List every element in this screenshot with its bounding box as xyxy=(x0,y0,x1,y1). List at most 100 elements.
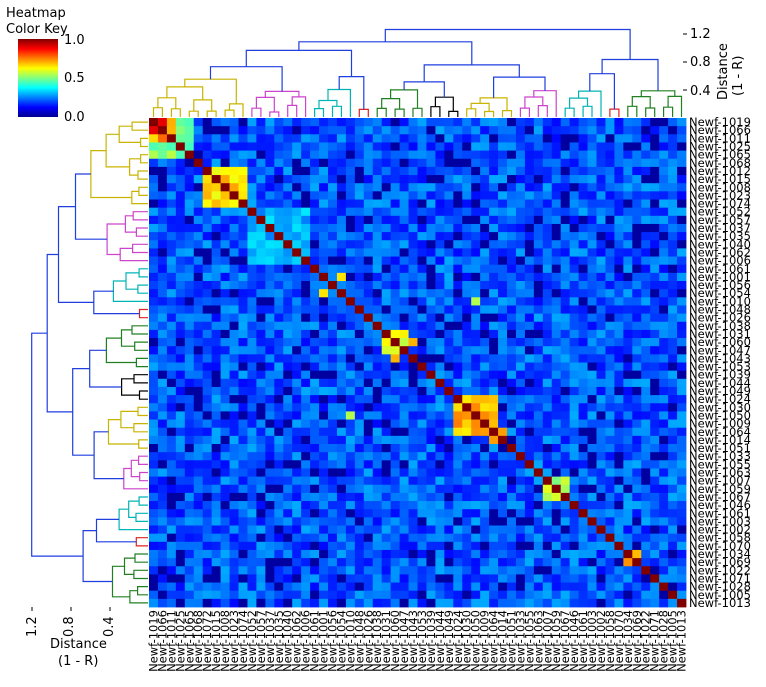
heatmap-cell xyxy=(256,468,266,477)
heatmap-cell xyxy=(202,305,213,314)
heatmap-cell xyxy=(354,549,365,559)
heatmap-cell xyxy=(480,452,490,461)
heatmap-cell xyxy=(301,370,311,380)
heatmap-cell xyxy=(542,549,553,559)
heatmap-cell xyxy=(175,468,186,477)
heatmap-cell xyxy=(462,362,472,372)
heatmap-cell xyxy=(211,525,221,535)
heatmap-cell xyxy=(453,166,463,176)
heatmap-cell xyxy=(328,444,338,453)
heatmap-cell xyxy=(614,232,624,241)
heatmap-cell xyxy=(623,370,633,380)
heatmap-cell xyxy=(560,370,571,380)
heatmap-cell xyxy=(319,378,329,388)
heatmap-cell xyxy=(435,395,445,404)
heatmap-cell xyxy=(515,452,526,461)
heatmap-cell xyxy=(229,248,239,257)
heatmap-cell xyxy=(211,549,221,559)
heatmap-cell xyxy=(650,329,660,339)
heatmap-cell xyxy=(408,460,418,469)
column-label: Newf-1072 xyxy=(200,610,214,672)
top-dendrogram-axis: 1.2 0.8 0.4 Distance (1 - R) xyxy=(690,27,746,100)
heatmap-cell xyxy=(193,126,204,135)
heatmap-cell xyxy=(220,305,230,314)
heatmap-cell xyxy=(292,289,302,298)
heatmap-cell xyxy=(363,321,374,331)
heatmap-cell xyxy=(157,427,168,437)
heatmap-cell xyxy=(184,346,195,355)
heatmap-cell xyxy=(211,150,221,160)
heatmap-cell xyxy=(292,313,302,323)
heatmap-cell xyxy=(632,338,642,347)
heatmap-cell xyxy=(166,501,177,510)
heatmap-cell xyxy=(193,338,204,347)
heatmap-cell xyxy=(489,329,499,339)
heatmap-cell xyxy=(426,403,436,412)
heatmap-cell xyxy=(551,533,562,543)
heatmap-cell xyxy=(202,281,213,290)
heatmap-cell xyxy=(668,313,678,323)
heatmap-cell xyxy=(578,484,588,494)
dendrogram-branch xyxy=(138,455,148,465)
heatmap-cell xyxy=(301,338,311,347)
heatmap-cell xyxy=(149,468,159,477)
dendrogram-branch xyxy=(206,110,217,117)
column-label: Newf-1034 xyxy=(621,610,635,672)
heatmap-cell xyxy=(193,354,204,363)
heatmap-cell xyxy=(471,354,481,363)
heatmap-cell xyxy=(498,183,508,192)
heatmap-cell xyxy=(292,452,302,461)
heatmap-cell xyxy=(578,444,588,453)
heatmap-cell xyxy=(247,395,257,404)
heatmap-cell xyxy=(283,468,293,477)
heatmap-cell xyxy=(596,558,606,567)
heatmap-cell xyxy=(292,370,302,380)
heatmap-cell xyxy=(578,452,588,461)
heatmap-cell xyxy=(524,175,535,184)
heatmap-cell xyxy=(587,566,597,575)
heatmap-cell xyxy=(569,289,579,298)
heatmap-cell xyxy=(632,346,642,355)
heatmap-cell xyxy=(426,150,436,160)
heatmap-cell xyxy=(319,533,329,543)
heatmap-cell xyxy=(677,468,687,477)
heatmap-cell xyxy=(184,598,195,608)
heatmap-cell xyxy=(256,598,266,608)
heatmap-cell xyxy=(319,354,329,363)
heatmap-cell xyxy=(480,199,490,209)
heatmap-cell xyxy=(336,574,347,583)
dendrogram-branch xyxy=(137,170,148,180)
heatmap-cell xyxy=(453,150,463,160)
heatmap-cell xyxy=(310,525,320,535)
heatmap-cell xyxy=(157,566,168,575)
heatmap-cell xyxy=(211,484,221,494)
heatmap-cell xyxy=(569,354,579,363)
row-label: Newf-1065 xyxy=(689,148,751,162)
heatmap-cell xyxy=(247,484,257,494)
heatmap-cell xyxy=(354,338,365,347)
heatmap-cell xyxy=(524,419,535,429)
heatmap-cell xyxy=(381,346,392,355)
heatmap-cell xyxy=(632,427,642,437)
heatmap-cell xyxy=(462,313,472,323)
heatmap-cell xyxy=(193,370,204,380)
heatmap-cell xyxy=(283,549,293,559)
heatmap-cell xyxy=(149,346,159,355)
heatmap-cell xyxy=(569,223,579,233)
heatmap-cell xyxy=(489,248,499,257)
heatmap-cell xyxy=(336,321,347,331)
heatmap-cell xyxy=(211,256,221,266)
heatmap-cell xyxy=(453,549,463,559)
heatmap-cell xyxy=(444,232,454,241)
heatmap-cell xyxy=(498,452,508,461)
heatmap-cell xyxy=(220,509,230,518)
heatmap-cell xyxy=(632,126,642,135)
heatmap-cell xyxy=(390,313,400,323)
column-label: Newf-1030 xyxy=(460,610,474,672)
heatmap-cell xyxy=(542,232,553,241)
heatmap-cell xyxy=(408,501,418,510)
heatmap-cell xyxy=(354,427,365,437)
heatmap-cell xyxy=(220,199,230,209)
heatmap-cell xyxy=(336,207,347,217)
heatmap-cell xyxy=(292,297,302,306)
